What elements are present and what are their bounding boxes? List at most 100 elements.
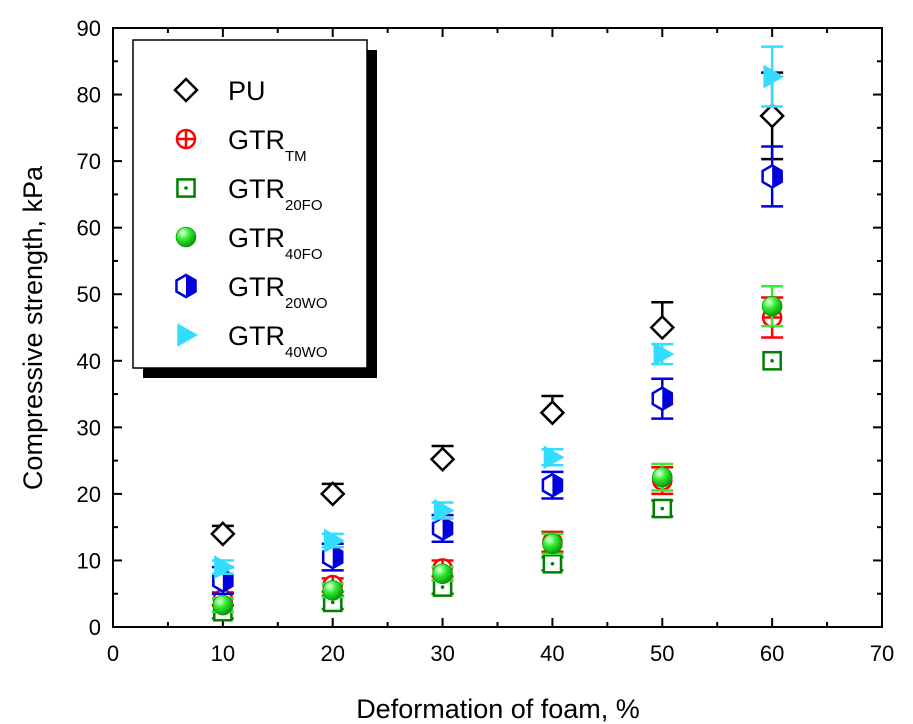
x-tick-label: 50 bbox=[650, 641, 674, 666]
data-point bbox=[651, 466, 673, 488]
data-point bbox=[651, 386, 674, 412]
marker-sphere bbox=[432, 563, 453, 585]
data-point bbox=[542, 553, 563, 574]
marker-diamond bbox=[429, 446, 456, 473]
marker-sphere bbox=[322, 580, 344, 601]
marker-hexagon-fill bbox=[442, 517, 453, 540]
data-point bbox=[652, 498, 673, 519]
axes: 0 10 20 30 40 50 60 70 0 10 20 30 40 50 60 70 80 90 bbox=[77, 16, 895, 666]
x-tick-label: 20 bbox=[320, 641, 344, 666]
y-tick-label: 10 bbox=[77, 548, 101, 573]
x-tick-label: 40 bbox=[540, 641, 564, 666]
data-point bbox=[429, 446, 456, 473]
legend-label: GTR40WO bbox=[228, 321, 328, 361]
data-point bbox=[322, 580, 344, 601]
data-point bbox=[763, 64, 785, 89]
legend-marker bbox=[173, 77, 199, 103]
marker-hexagon-fill bbox=[772, 165, 782, 188]
legend-label: GTRTM bbox=[228, 125, 307, 165]
marker-square-dot bbox=[770, 358, 774, 363]
data-point bbox=[541, 472, 564, 498]
legend-marker bbox=[177, 323, 199, 347]
plot-area bbox=[210, 45, 785, 622]
y-tick-label: 30 bbox=[77, 415, 101, 440]
y-tick-label: 80 bbox=[77, 83, 101, 108]
marker-triangle bbox=[543, 445, 565, 470]
series-gtr-40fo bbox=[211, 284, 784, 616]
marker-triangle bbox=[323, 528, 345, 553]
marker-triangle bbox=[177, 323, 199, 347]
y-tick-label: 20 bbox=[77, 482, 101, 507]
marker-diamond bbox=[210, 521, 236, 547]
marker-triangle bbox=[433, 498, 455, 523]
legend-marker bbox=[176, 178, 196, 198]
marker-sphere bbox=[212, 594, 234, 616]
legend-marker bbox=[175, 128, 197, 150]
y-tick-label: 90 bbox=[77, 16, 101, 41]
marker-diamond bbox=[319, 481, 346, 507]
data-point bbox=[212, 594, 234, 616]
y-tick-label: 40 bbox=[77, 349, 101, 374]
legend-marker bbox=[175, 226, 197, 248]
data-point bbox=[323, 528, 345, 553]
data-point bbox=[761, 295, 783, 317]
marker-square-dot bbox=[440, 585, 445, 589]
legend-marker bbox=[175, 273, 197, 299]
data-point bbox=[761, 163, 783, 189]
data-point bbox=[210, 521, 236, 547]
data-point bbox=[431, 516, 454, 541]
legend-label: PU bbox=[228, 76, 266, 106]
x-tick-label: 30 bbox=[430, 641, 454, 666]
x-tick-label: 70 bbox=[870, 641, 894, 666]
data-point bbox=[433, 498, 455, 523]
x-tick-label: 0 bbox=[107, 641, 119, 666]
data-point bbox=[653, 342, 675, 366]
data-point bbox=[214, 555, 235, 579]
x-tick-label: 60 bbox=[760, 641, 784, 666]
marker-diamond bbox=[649, 314, 676, 341]
marker-triangle bbox=[214, 555, 235, 579]
data-point bbox=[762, 350, 782, 371]
marker-diamond bbox=[173, 77, 199, 103]
marker-sphere bbox=[651, 466, 673, 488]
legend: PU GTRTM GTR20FO GTR40FO GTR20WO GTR40WO bbox=[132, 39, 377, 378]
data-point bbox=[543, 445, 565, 470]
y-tick-label: 50 bbox=[77, 282, 101, 307]
data-point bbox=[319, 481, 346, 507]
marker-triangle bbox=[763, 64, 785, 89]
data-point bbox=[542, 533, 563, 555]
marker-hexagon-fill bbox=[332, 546, 343, 569]
data-point bbox=[759, 103, 785, 129]
marker-hexagon-fill bbox=[186, 275, 196, 297]
series-gtr-20fo bbox=[211, 350, 782, 622]
marker-sphere bbox=[542, 533, 563, 555]
y-tick-label: 60 bbox=[77, 216, 101, 241]
x-axis-label: Deformation of foam, % bbox=[356, 694, 640, 724]
series-gtr-40wo bbox=[211, 45, 785, 579]
marker-triangle bbox=[653, 342, 675, 366]
data-point bbox=[649, 314, 676, 341]
legend-label: GTR20FO bbox=[228, 174, 323, 214]
marker-diamond bbox=[759, 103, 785, 129]
marker-sphere bbox=[761, 295, 783, 317]
series-pu bbox=[210, 71, 785, 547]
data-point bbox=[432, 563, 453, 585]
y-tick-label: 0 bbox=[89, 615, 101, 640]
marker-hexagon-fill bbox=[552, 474, 562, 497]
data-point bbox=[539, 399, 566, 426]
y-axis-label: Compressive strength, kPa bbox=[18, 165, 48, 490]
marker-diamond bbox=[539, 399, 566, 426]
y-tick-label: 70 bbox=[77, 149, 101, 174]
marker-square-dot bbox=[550, 561, 555, 566]
marker-square-dot bbox=[660, 506, 665, 511]
legend-box bbox=[132, 39, 368, 369]
data-point bbox=[321, 544, 344, 570]
legend-label: GTR20WO bbox=[228, 272, 328, 312]
marker-square-dot bbox=[184, 186, 188, 190]
marker-hexagon-fill bbox=[662, 387, 672, 410]
x-tick-label: 10 bbox=[211, 641, 235, 666]
marker-sphere bbox=[175, 226, 197, 248]
legend-label: GTR40FO bbox=[228, 223, 323, 263]
marker-square-dot bbox=[330, 600, 335, 605]
